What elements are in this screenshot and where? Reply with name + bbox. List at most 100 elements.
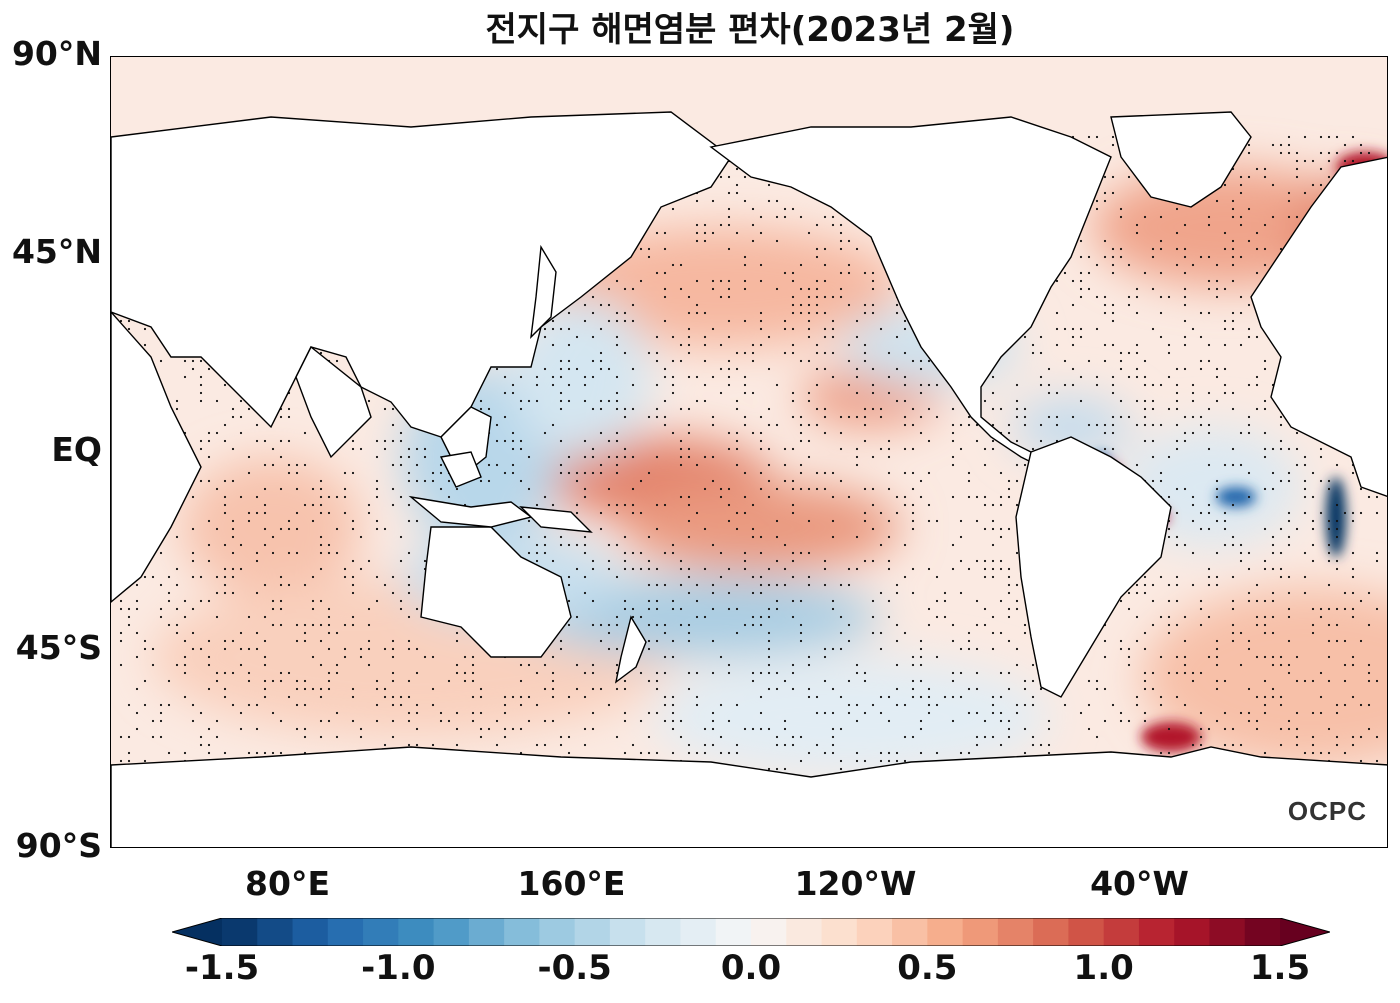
salinity-anomaly-map — [111, 57, 1387, 847]
stipple-dot — [951, 639, 955, 643]
stipple-dot — [239, 727, 243, 731]
stipple-dot — [711, 719, 715, 723]
stipple-dot — [1079, 271, 1083, 275]
stipple-dot — [1183, 671, 1187, 675]
stipple-dot — [351, 471, 355, 475]
stipple-dot — [1015, 663, 1019, 667]
stipple-dot — [711, 279, 715, 283]
stipple-dot — [631, 503, 635, 507]
stipple-dot — [759, 623, 763, 627]
stipple-dot — [895, 663, 899, 667]
stipple-dot — [575, 479, 579, 483]
stipple-dot — [335, 631, 339, 635]
colorbar-segment — [680, 918, 717, 946]
stipple-dot — [663, 295, 667, 299]
stipple-dot — [1375, 559, 1379, 563]
stipple-dot — [1215, 295, 1219, 299]
stipple-dot — [655, 383, 659, 387]
stipple-dot — [671, 727, 675, 731]
stipple-dot — [1279, 743, 1283, 747]
stipple-dot — [159, 359, 163, 363]
stipple-dot — [935, 615, 939, 619]
stipple-dot — [231, 407, 235, 411]
stipple-dot — [1247, 599, 1251, 603]
colorbar-segment — [786, 918, 823, 946]
stipple-dot — [343, 623, 347, 627]
stipple-dot — [223, 495, 227, 499]
stipple-dot — [375, 455, 379, 459]
stipple-dot — [383, 647, 387, 651]
stipple-dot — [351, 575, 355, 579]
stipple-dot — [831, 647, 835, 651]
stipple-dot — [319, 495, 323, 499]
stipple-dot — [1191, 519, 1195, 523]
stipple-dot — [599, 399, 603, 403]
stipple-dot — [567, 735, 571, 739]
stipple-dot — [431, 703, 435, 707]
stipple-dot — [1327, 679, 1331, 683]
stipple-dot — [399, 695, 403, 699]
stipple-dot — [439, 711, 443, 715]
stipple-dot — [1007, 615, 1011, 619]
stipple-dot — [663, 247, 667, 251]
stipple-dot — [1159, 471, 1163, 475]
stipple-dot — [1287, 511, 1291, 515]
stipple-dot — [1127, 647, 1131, 651]
greenland — [1110, 111, 1252, 208]
stipple-dot — [719, 367, 723, 371]
stipple-dot — [799, 623, 803, 627]
stipple-dot — [399, 495, 403, 499]
stipple-dot — [1215, 575, 1219, 579]
stipple-dot — [143, 759, 147, 763]
stipple-dot — [863, 711, 867, 715]
stipple-dot — [1231, 463, 1235, 467]
stipple-dot — [711, 727, 715, 731]
stipple-dot — [263, 583, 267, 587]
stipple-dot — [1175, 399, 1179, 403]
stipple-dot — [1263, 527, 1267, 531]
stipple-dot — [343, 567, 347, 571]
colorbar-segment — [574, 918, 611, 946]
stipple-dot — [615, 439, 619, 443]
stipple-dot — [823, 351, 827, 355]
stipple-dot — [935, 751, 939, 755]
stipple-dot — [687, 519, 691, 523]
stipple-dot — [1359, 735, 1363, 739]
stipple-dot — [615, 543, 619, 547]
stipple-dot — [895, 591, 899, 595]
stipple-dot — [687, 591, 691, 595]
stipple-dot — [903, 383, 907, 387]
stipple-dot — [303, 631, 307, 635]
stipple-dot — [279, 527, 283, 531]
stipple-dot — [871, 303, 875, 307]
stipple-dot — [335, 711, 339, 715]
stipple-dot — [599, 687, 603, 691]
stipple-dot — [183, 751, 187, 755]
stipple-dot — [1327, 519, 1331, 523]
stipple-dot — [1111, 271, 1115, 275]
stipple-dot — [399, 439, 403, 443]
stipple-dot — [791, 415, 795, 419]
stipple-dot — [911, 679, 915, 683]
stipple-dot — [823, 655, 827, 659]
stipple-dot — [1031, 343, 1035, 347]
stipple-dot — [871, 271, 875, 275]
stipple-dot — [231, 551, 235, 555]
stipple-dot — [831, 335, 835, 339]
stipple-dot — [415, 727, 419, 731]
stipple-dot — [1215, 375, 1219, 379]
japan — [530, 244, 557, 339]
stipple-dot — [791, 327, 795, 331]
stipple-dot — [679, 407, 683, 411]
stipple-dot — [1351, 135, 1355, 139]
stipple-dot — [847, 567, 851, 571]
stipple-dot — [991, 407, 995, 411]
stipple-dot — [1183, 655, 1187, 659]
stipple-dot — [735, 431, 739, 435]
stipple-dot — [271, 463, 275, 467]
stipple-dot — [815, 303, 819, 307]
stipple-dot — [1231, 207, 1235, 211]
stipple-dot — [887, 287, 891, 291]
stipple-dot — [1247, 431, 1251, 435]
stipple-dot — [303, 431, 307, 435]
